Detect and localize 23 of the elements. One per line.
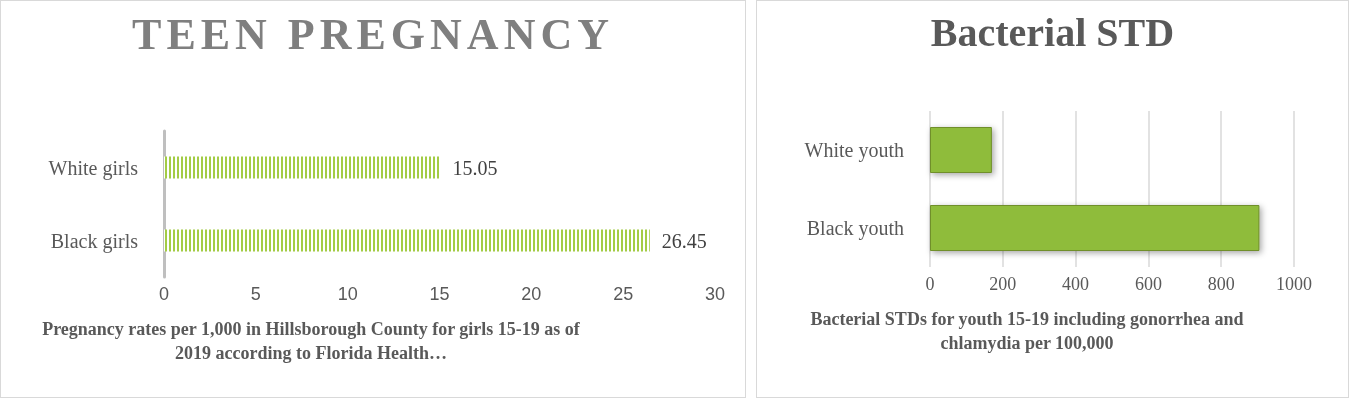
x-tick-label: 0: [158, 284, 170, 304]
x-tick-label: 10: [337, 284, 358, 304]
x-tick-label: 600: [1134, 274, 1162, 294]
x-axis-title: Bacterial STDs for youth 15-19 including gonorrhea and chlamydia per 100,000: [809, 308, 1245, 355]
y-tick-label: Black girls: [50, 229, 139, 253]
x-tick-label: 25: [613, 284, 634, 304]
y-tick-label: White girls: [48, 156, 139, 180]
y-tick-label: Black youth: [806, 217, 904, 240]
x-tick-label: 5: [250, 284, 261, 304]
data-label: 26.45: [661, 229, 707, 252]
chart-title: Bacterial STD: [929, 9, 1176, 56]
y-tick-label: White youth: [804, 139, 904, 162]
x-tick-label: 0: [925, 274, 935, 294]
x-tick-label: 20: [521, 284, 542, 304]
x-tick-label: 15: [429, 284, 450, 304]
x-tick-label: 200: [989, 274, 1017, 294]
x-tick-label: 30: [704, 284, 726, 304]
x-tick-label: 800: [1207, 274, 1235, 294]
data-label: 15.05: [452, 156, 498, 179]
x-tick-label: 1000: [1276, 274, 1312, 294]
x-axis-title: Pregnancy rates per 1,000 in Hillsborough County for girls 15-19 as of 2019 according to Florida Health…: [41, 318, 581, 365]
chart-title: TEEN PREGNANCY: [131, 9, 615, 60]
x-tick-label: 400: [1062, 274, 1090, 294]
